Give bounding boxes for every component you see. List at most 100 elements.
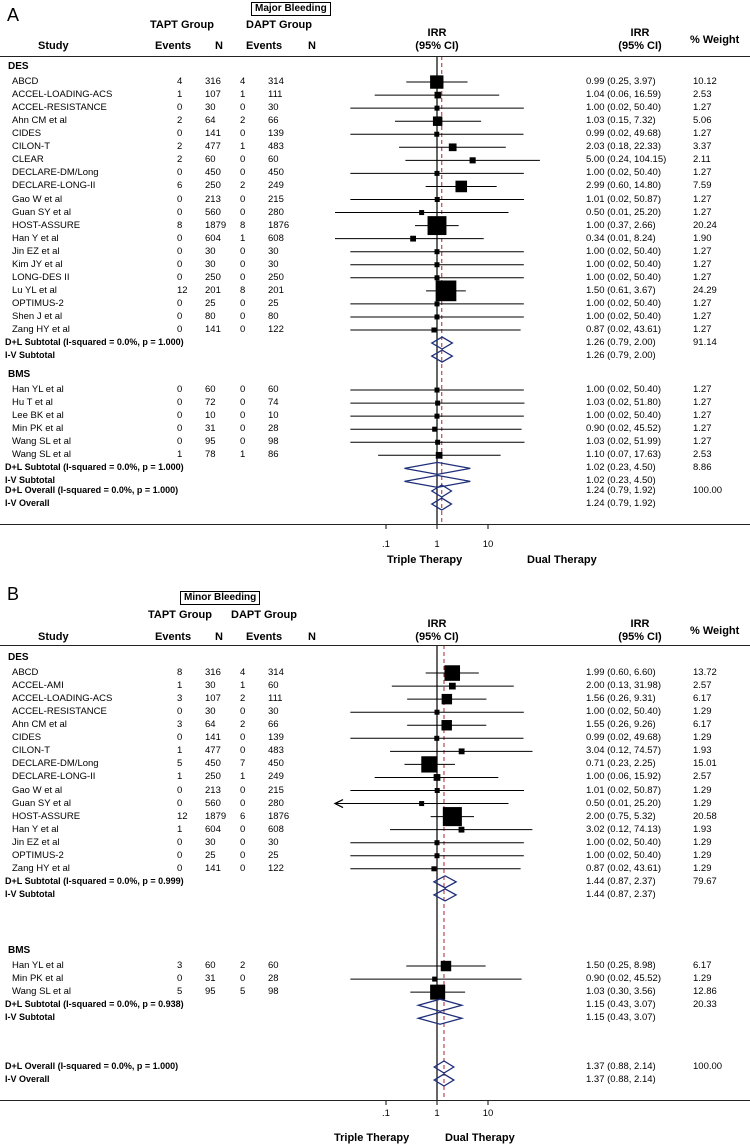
dapt-n: 25 xyxy=(268,297,279,309)
tapt-events: 0 xyxy=(177,384,183,396)
tapt-events: 0 xyxy=(177,167,183,179)
study-0-marker xyxy=(434,387,440,393)
dapt-n: 30 xyxy=(268,836,279,848)
irr-ci-value: 1.04 (0.06, 16.59) xyxy=(586,89,661,101)
irr-ci-value: 5.00 (0.24, 104.15) xyxy=(586,154,667,166)
dapt-n: 280 xyxy=(268,206,284,218)
dapt-events: 0 xyxy=(240,128,246,140)
tapt-events: 0 xyxy=(177,102,183,114)
subtotal-weight-value: 20.33 xyxy=(693,999,717,1011)
tapt-n: 31 xyxy=(205,973,216,985)
dapt-events: 8 xyxy=(240,219,246,231)
study-5-marker xyxy=(434,735,440,741)
study-0-marker xyxy=(430,75,444,89)
dapt-events: 0 xyxy=(240,324,246,335)
study-12-marker xyxy=(410,235,417,242)
irr-ci-value: 1.01 (0.02, 50.87) xyxy=(586,193,661,205)
study-name: Min PK et al xyxy=(12,423,64,435)
dapt-n: 215 xyxy=(268,193,284,205)
weight-value: 1.27 xyxy=(693,310,712,322)
study-name: Han Y et al xyxy=(12,823,59,835)
tapt-events: 1 xyxy=(177,89,183,101)
tapt-events: 0 xyxy=(177,206,183,218)
irr-ci-value: 0.99 (0.02, 49.68) xyxy=(586,128,661,140)
tapt-n: 450 xyxy=(205,758,221,770)
irr-ci-value: 1.99 (0.60, 6.60) xyxy=(586,667,656,679)
study-2-marker xyxy=(441,693,453,705)
study-name: DECLARE-LONG-II xyxy=(12,771,96,783)
study-name: OPTIMUS-2 xyxy=(12,849,64,861)
dapt-n: 30 xyxy=(268,102,279,114)
irr-ci-value: 1.50 (0.61, 3.67) xyxy=(586,284,656,296)
irr-ci-value: 1.00 (0.02, 50.40) xyxy=(586,706,661,718)
dapt-n: 1876 xyxy=(268,810,290,822)
study-name: Jin EZ et al xyxy=(12,836,60,848)
dapt-events: 0 xyxy=(240,154,246,166)
study-4-marker xyxy=(441,720,452,731)
top-rule xyxy=(0,56,750,57)
tapt-n: 141 xyxy=(205,128,221,140)
weight-value: 24.29 xyxy=(693,284,717,296)
iv-overall-label: I-V Overall xyxy=(5,1074,50,1085)
tapt-events: 0 xyxy=(177,836,183,848)
irr-ci-value: 0.99 (0.02, 49.68) xyxy=(586,732,661,744)
study-2-marker xyxy=(434,105,440,111)
dapt-n: 60 xyxy=(268,154,279,166)
dapt-events: 6 xyxy=(240,810,246,822)
irr-ci-value: 1.00 (0.02, 50.40) xyxy=(586,245,661,257)
dl-overall-label: D+L Overall (I-squared = 0.0%, p = 1.000… xyxy=(5,1061,179,1071)
tapt-n: 64 xyxy=(205,115,216,127)
weight-value: 1.27 xyxy=(693,206,712,218)
irr-ci-value: 3.04 (0.12, 74.57) xyxy=(586,745,661,757)
tapt-n: 316 xyxy=(205,667,221,679)
irr-ci-value: 0.87 (0.02, 43.61) xyxy=(586,862,661,874)
subtotal-1-diamond xyxy=(415,1011,465,1025)
irr-ci-value: 1.00 (0.02, 50.40) xyxy=(586,258,661,270)
weight-value: 6.17 xyxy=(693,693,712,705)
study-5-marker xyxy=(448,143,457,152)
study-3-marker xyxy=(432,116,443,126)
weight-value: 20.24 xyxy=(693,219,717,231)
study-name: Ahn CM et al xyxy=(12,719,67,731)
dapt-n: 80 xyxy=(268,310,279,322)
dapt-events: 0 xyxy=(240,706,246,718)
tapt-events: 0 xyxy=(177,297,183,309)
tapt-events: 0 xyxy=(177,862,183,874)
weight-value: 1.27 xyxy=(693,258,712,270)
study-1-marker xyxy=(448,682,456,690)
dapt-events: 0 xyxy=(240,784,246,796)
weight-value: 2.57 xyxy=(693,680,712,692)
weight-value: 1.27 xyxy=(693,410,712,422)
dapt-n: 122 xyxy=(268,862,284,874)
tapt-events: 1 xyxy=(177,745,183,757)
dapt-events-header: Events xyxy=(246,631,283,643)
subgroup-label-bms: BMS xyxy=(8,369,31,380)
subtotal-weight-value: 8.86 xyxy=(693,462,712,474)
overall-ci-value: 1.24 (0.79, 1.92) xyxy=(586,498,656,510)
tapt-n: 30 xyxy=(205,706,216,718)
study-name: ACCEL-LOADING-ACS xyxy=(12,693,113,705)
ci-column-header: (95% CI) xyxy=(618,40,662,52)
irr-column-header: IRR xyxy=(630,618,650,630)
study-name: Gao W et al xyxy=(12,193,63,205)
dapt-n: 249 xyxy=(268,771,284,783)
study-16-marker xyxy=(435,280,457,302)
tapt-n: 30 xyxy=(205,258,216,270)
dapt-events: 0 xyxy=(240,410,246,422)
tapt-n: 10 xyxy=(205,410,216,422)
study-name: Lee BK et al xyxy=(12,410,64,422)
tapt-n: 450 xyxy=(205,167,221,179)
irr-column-header: IRR xyxy=(630,27,650,39)
study-name: Min PK et al xyxy=(12,973,64,985)
subtotal-1-diamond xyxy=(430,349,454,363)
study-name: ACCEL-AMI xyxy=(12,680,64,692)
study-18-marker xyxy=(434,314,440,320)
tapt-n: 107 xyxy=(205,693,221,705)
dapt-n: 1876 xyxy=(268,219,290,231)
weight-value: 1.93 xyxy=(693,745,712,757)
dual-therapy-label: Dual Therapy xyxy=(527,554,597,566)
dapt-events: 1 xyxy=(240,141,246,153)
weight-value: 10.12 xyxy=(693,76,717,88)
irr-ci-value: 1.03 (0.02, 51.99) xyxy=(586,436,661,448)
